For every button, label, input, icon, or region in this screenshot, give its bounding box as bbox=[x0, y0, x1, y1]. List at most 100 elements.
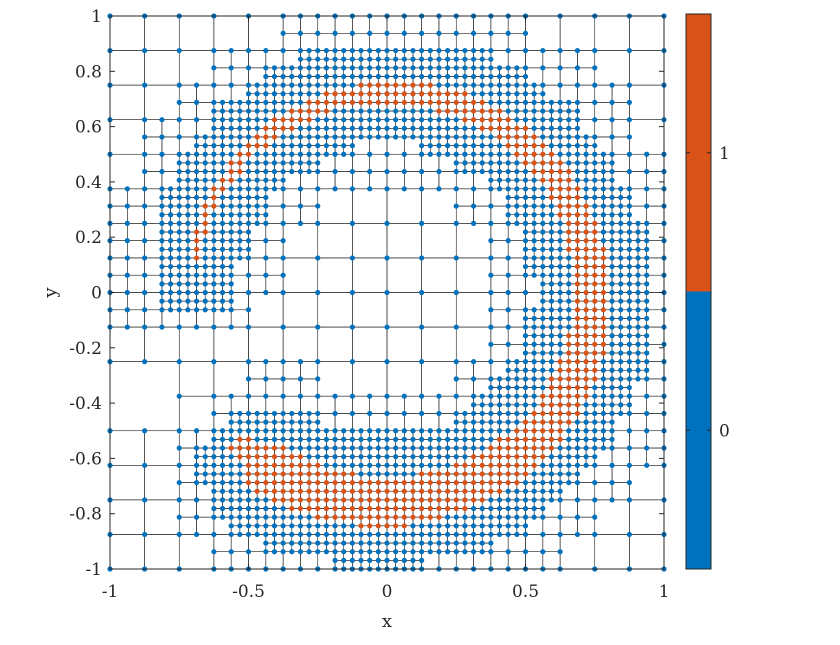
mesh-point-0 bbox=[540, 514, 546, 520]
mesh-point-0 bbox=[323, 47, 330, 54]
mesh-cell bbox=[629, 465, 665, 501]
mesh-point-0 bbox=[211, 445, 217, 451]
mesh-point-0 bbox=[470, 82, 477, 88]
mesh-point-0 bbox=[488, 376, 494, 382]
mesh-point-1 bbox=[271, 134, 278, 140]
mesh-point-0 bbox=[254, 220, 260, 226]
mesh-point-0 bbox=[228, 143, 234, 149]
mesh-point-0 bbox=[479, 445, 485, 451]
mesh-point-0 bbox=[159, 298, 165, 304]
mesh-point-1 bbox=[600, 272, 607, 278]
mesh-point-0 bbox=[142, 272, 148, 278]
mesh-point-1 bbox=[401, 488, 407, 494]
mesh-point-0 bbox=[540, 479, 546, 486]
mesh-point-0 bbox=[167, 263, 174, 270]
mesh-point-1 bbox=[332, 497, 338, 503]
mesh-point-0 bbox=[592, 436, 598, 442]
mesh-point-0 bbox=[531, 186, 537, 192]
mesh-point-0 bbox=[470, 220, 477, 226]
mesh-point-0 bbox=[618, 315, 624, 322]
mesh-point-0 bbox=[436, 73, 442, 80]
mesh-point-0 bbox=[211, 125, 217, 131]
mesh-cell bbox=[127, 188, 145, 207]
mesh-point-0 bbox=[540, 549, 546, 555]
mesh-point-0 bbox=[436, 428, 442, 434]
mesh-point-0 bbox=[219, 238, 226, 244]
mesh-point-0 bbox=[263, 168, 269, 175]
mesh-point-0 bbox=[592, 419, 598, 425]
mesh-point-1 bbox=[479, 108, 485, 114]
mesh-point-0 bbox=[349, 540, 355, 546]
mesh-point-0 bbox=[505, 410, 511, 417]
mesh-point-0 bbox=[306, 410, 312, 417]
mesh-point-1 bbox=[315, 479, 321, 486]
mesh-point-0 bbox=[600, 160, 607, 166]
mesh-point-0 bbox=[176, 203, 182, 209]
mesh-point-1 bbox=[384, 523, 390, 529]
mesh-point-0 bbox=[142, 238, 148, 244]
mesh-point-0 bbox=[271, 168, 278, 175]
mesh-point-0 bbox=[167, 212, 174, 218]
mesh-point-0 bbox=[202, 289, 208, 296]
mesh-point-0 bbox=[514, 497, 520, 503]
mesh-point-1 bbox=[419, 497, 425, 503]
mesh-point-0 bbox=[644, 393, 650, 399]
mesh-point-1 bbox=[600, 350, 607, 356]
mesh-point-1 bbox=[462, 108, 468, 114]
mesh-point-0 bbox=[618, 359, 624, 365]
mesh-point-0 bbox=[211, 479, 217, 486]
mesh-point-1 bbox=[427, 514, 433, 520]
mesh-cell bbox=[248, 15, 284, 51]
mesh-point-0 bbox=[263, 255, 269, 261]
mesh-point-0 bbox=[384, 462, 390, 468]
mesh-point-0 bbox=[514, 488, 520, 494]
mesh-point-0 bbox=[280, 410, 286, 417]
mesh-point-1 bbox=[592, 333, 598, 339]
mesh-point-1 bbox=[462, 488, 468, 494]
mesh-point-0 bbox=[635, 367, 641, 373]
mesh-point-0 bbox=[297, 376, 304, 382]
mesh-cell bbox=[490, 309, 509, 328]
mesh-point-0 bbox=[618, 263, 624, 270]
mesh-point-1 bbox=[592, 307, 598, 313]
mesh-point-0 bbox=[384, 324, 390, 330]
mesh-point-0 bbox=[583, 454, 589, 460]
mesh-point-1 bbox=[583, 289, 589, 296]
mesh-point-0 bbox=[444, 523, 451, 529]
mesh-point-0 bbox=[618, 194, 624, 201]
mesh-point-1 bbox=[557, 168, 563, 175]
mesh-point-0 bbox=[436, 549, 442, 555]
mesh-point-0 bbox=[479, 540, 485, 546]
mesh-point-0 bbox=[280, 151, 286, 157]
mesh-point-1 bbox=[574, 298, 581, 304]
mesh-cell bbox=[559, 50, 578, 69]
mesh-point-0 bbox=[228, 393, 234, 399]
mesh-cell bbox=[611, 136, 630, 155]
mesh-point-1 bbox=[245, 436, 252, 442]
mesh-point-0 bbox=[514, 212, 520, 218]
mesh-point-0 bbox=[245, 505, 252, 512]
mesh-point-1 bbox=[531, 445, 537, 451]
colorbar-segment-1 bbox=[686, 14, 711, 292]
mesh-point-0 bbox=[211, 246, 217, 252]
mesh-point-0 bbox=[185, 246, 191, 252]
mesh-point-1 bbox=[574, 307, 581, 313]
mesh-point-0 bbox=[505, 376, 511, 382]
mesh-point-0 bbox=[410, 557, 416, 563]
mesh-point-1 bbox=[367, 479, 373, 486]
mesh-cell bbox=[317, 292, 353, 328]
mesh-point-0 bbox=[548, 462, 555, 468]
mesh-cell bbox=[352, 223, 388, 259]
mesh-point-0 bbox=[271, 160, 278, 166]
mesh-point-1 bbox=[306, 471, 312, 477]
mesh-point-0 bbox=[470, 540, 477, 546]
mesh-point-0 bbox=[566, 445, 572, 451]
mesh-point-0 bbox=[453, 531, 459, 538]
mesh-point-0 bbox=[462, 47, 468, 54]
mesh-cell bbox=[438, 171, 457, 190]
mesh-point-0 bbox=[219, 462, 226, 468]
mesh-point-0 bbox=[202, 246, 208, 252]
mesh-point-0 bbox=[384, 549, 390, 555]
mesh-point-0 bbox=[548, 341, 555, 347]
mesh-point-0 bbox=[193, 220, 200, 226]
